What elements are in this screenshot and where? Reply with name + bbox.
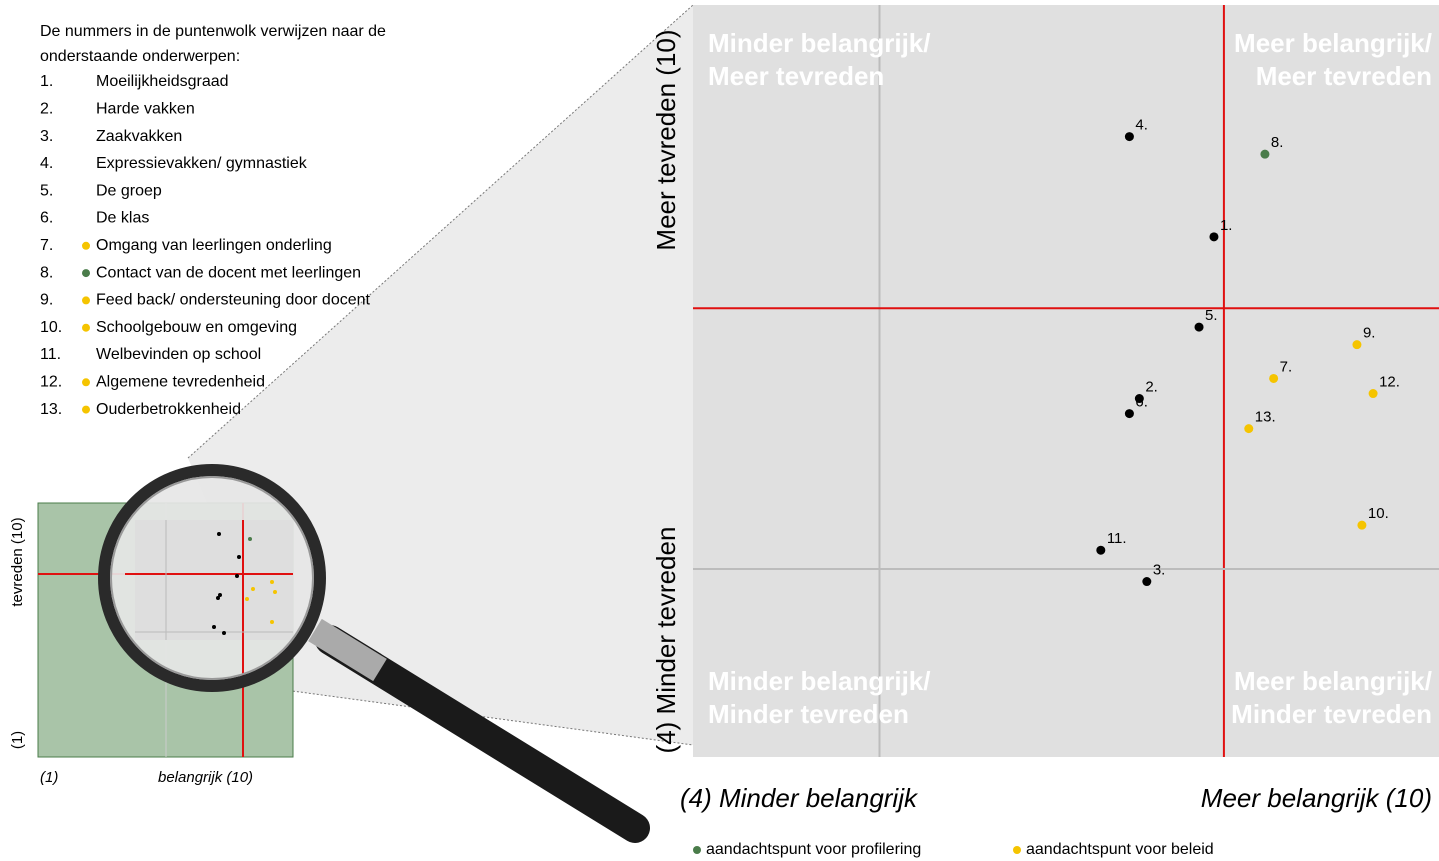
magnifier-neck xyxy=(308,618,387,682)
item-text: Feed back/ ondersteuning door docent xyxy=(96,292,371,309)
item-number: 4. xyxy=(40,155,53,172)
item-bullet xyxy=(82,323,90,332)
item-number: 3. xyxy=(40,128,53,145)
legend-label: aandachtspunt voor profilering xyxy=(706,841,921,858)
item-text: Zaakvakken xyxy=(96,128,182,145)
point-label: 9. xyxy=(1363,325,1376,342)
lens-dots xyxy=(212,532,277,635)
zoom-line xyxy=(284,689,694,746)
quadrant-label: Meer belangrijk/ xyxy=(1234,666,1432,696)
item-number: 11. xyxy=(40,346,61,363)
item-bullet xyxy=(82,241,90,250)
y-axis-label: Meer tevreden (10) xyxy=(651,29,681,250)
y-axis-label: (4) Minder tevreden xyxy=(651,527,681,754)
item-number: 6. xyxy=(40,210,53,227)
item-bullet xyxy=(82,296,90,305)
point-label: 12. xyxy=(1379,374,1400,391)
item-text: Welbevinden op school xyxy=(96,346,261,363)
point-label: 10. xyxy=(1368,505,1389,522)
quadrant-label: Minder tevreden xyxy=(1231,699,1432,729)
item-number: 12. xyxy=(40,374,62,391)
item-text: Omgang van leerlingen onderling xyxy=(96,237,332,254)
item-text: Expressievakken/ gymnastiek xyxy=(96,155,308,172)
thumbnail-x-label: (1) xyxy=(40,769,58,786)
point xyxy=(1260,149,1270,159)
x-axis-label: (4) Minder belangrijk xyxy=(680,783,919,813)
point-label: 6. xyxy=(1135,394,1148,411)
item-number: 10. xyxy=(40,319,62,336)
point-label: 1. xyxy=(1220,217,1233,234)
point xyxy=(1124,409,1134,419)
point xyxy=(1194,322,1204,332)
point xyxy=(1124,132,1134,142)
item-text: Harde vakken xyxy=(96,101,195,118)
item-number: 1. xyxy=(40,73,53,90)
point xyxy=(1368,389,1378,399)
magnifier-handle xyxy=(315,625,650,843)
point-label: 3. xyxy=(1153,562,1166,579)
point xyxy=(1269,373,1279,383)
quadrant-label: Minder tevreden xyxy=(708,699,909,729)
point-label: 4. xyxy=(1135,117,1148,134)
intro-text: De nummers in de puntenwolk verwijzen na… xyxy=(40,23,386,40)
quadrant-label: Minder belangrijk/ xyxy=(708,28,931,58)
legend-label: aandachtspunt voor beleid xyxy=(1026,841,1214,858)
point xyxy=(1134,394,1144,404)
quadrant-label: Meer tevreden xyxy=(708,61,884,91)
thumbnail-x-label: belangrijk (10) xyxy=(158,769,253,786)
quadrant-label: Meer belangrijk/ xyxy=(1234,28,1432,58)
item-bullet xyxy=(82,269,90,278)
item-number: 7. xyxy=(40,237,53,254)
point-label: 13. xyxy=(1255,409,1276,426)
item-text: Schoolgebouw en omgeving xyxy=(96,319,297,336)
quadrant-label: Minder belangrijk/ xyxy=(708,666,931,696)
zoom-line xyxy=(187,4,694,459)
item-number: 9. xyxy=(40,292,53,309)
item-text: Algemene tevredenheid xyxy=(96,374,265,391)
thumbnail-y-label: (1) xyxy=(9,731,26,749)
item-text: Moeilijkheidsgraad xyxy=(96,73,229,90)
item-text: De klas xyxy=(96,210,149,227)
lens-plot xyxy=(135,520,293,640)
item-number: 8. xyxy=(40,264,53,281)
plot-area xyxy=(693,5,1439,757)
legend-marker xyxy=(693,846,701,854)
point xyxy=(1209,232,1219,242)
point-label: 11. xyxy=(1107,530,1127,547)
point-label: 7. xyxy=(1280,358,1293,375)
point xyxy=(1244,424,1254,434)
point xyxy=(1357,520,1367,530)
magnifier-rim xyxy=(98,464,326,692)
point-label: 8. xyxy=(1271,134,1284,151)
legend-marker xyxy=(1013,846,1021,854)
item-bullet xyxy=(82,405,90,414)
quadrant-label: Meer tevreden xyxy=(1256,61,1432,91)
point xyxy=(1352,340,1362,350)
item-number: 2. xyxy=(40,101,53,118)
item-text: Ouderbetrokkenheid xyxy=(96,401,241,418)
magnifier-rim xyxy=(110,476,314,680)
item-text: De groep xyxy=(96,182,162,199)
item-number: 13. xyxy=(40,401,62,418)
point-label: 5. xyxy=(1205,307,1218,324)
x-axis-label: Meer belangrijk (10) xyxy=(1201,783,1432,813)
point-label: 2. xyxy=(1145,379,1158,396)
item-number: 5. xyxy=(40,182,53,199)
item-bullet xyxy=(82,378,90,387)
item-text: Contact van de docent met leerlingen xyxy=(96,264,361,281)
point xyxy=(1096,545,1106,555)
thumbnail-y-label: tevreden (10) xyxy=(9,517,26,606)
point xyxy=(1142,577,1152,587)
intro-text: onderstaande onderwerpen: xyxy=(40,48,240,65)
